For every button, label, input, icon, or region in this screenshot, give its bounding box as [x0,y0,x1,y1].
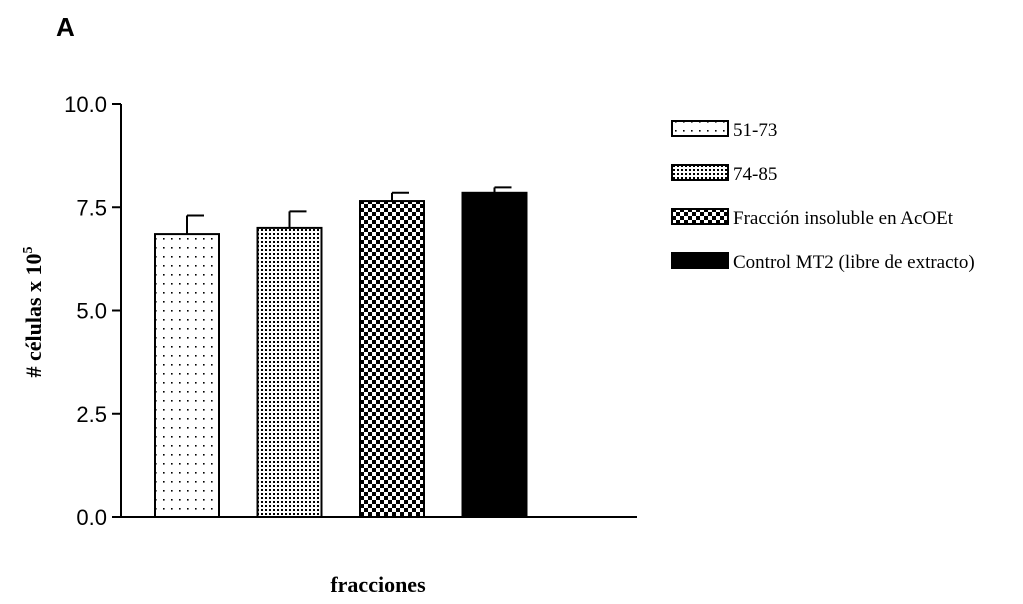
bar-group [461,186,528,518]
bars [154,186,528,518]
bar [154,233,220,518]
legend-swatch [671,120,729,137]
legend: 51-73 74-85 Fracción insoluble en AcOEt Con… [671,120,975,273]
bar [256,226,323,518]
legend-label: Fracción insoluble en AcOEt [733,208,954,229]
legend-item: 51-73 [671,120,777,141]
legend-label: Control MT2 (libre de extracto) [733,252,975,273]
bar-group [359,191,425,518]
bar [359,200,425,518]
legend-swatch [671,252,729,269]
legend-label: 51-73 [733,120,777,141]
bar [461,191,528,518]
x-axis-label: fracciones [330,572,426,597]
y-axis: 0.0 2.5 5.0 7.5 10.0 [64,92,122,530]
legend-label: 74-85 [733,164,777,185]
panel-label: A [56,12,75,42]
y-tick-label: 5.0 [76,299,107,324]
y-tick-label: 0.0 [76,505,107,530]
y-ticks: 0.0 2.5 5.0 7.5 10.0 [64,92,121,530]
legend-item: 74-85 [671,164,777,185]
legend-item: Fracción insoluble en AcOEt [671,208,954,229]
y-tick-label: 10.0 [64,92,107,117]
y-tick-label: 7.5 [76,195,107,220]
y-axis-label-exponent: 5 [21,246,36,253]
legend-item: Control MT2 (libre de extracto) [671,252,975,273]
y-tick-label: 2.5 [76,402,107,427]
bar-group [256,210,323,518]
legend-swatch [671,208,729,225]
legend-swatch [671,164,729,181]
bar-group [154,214,220,518]
y-axis-label: # células x 105 [21,246,46,377]
